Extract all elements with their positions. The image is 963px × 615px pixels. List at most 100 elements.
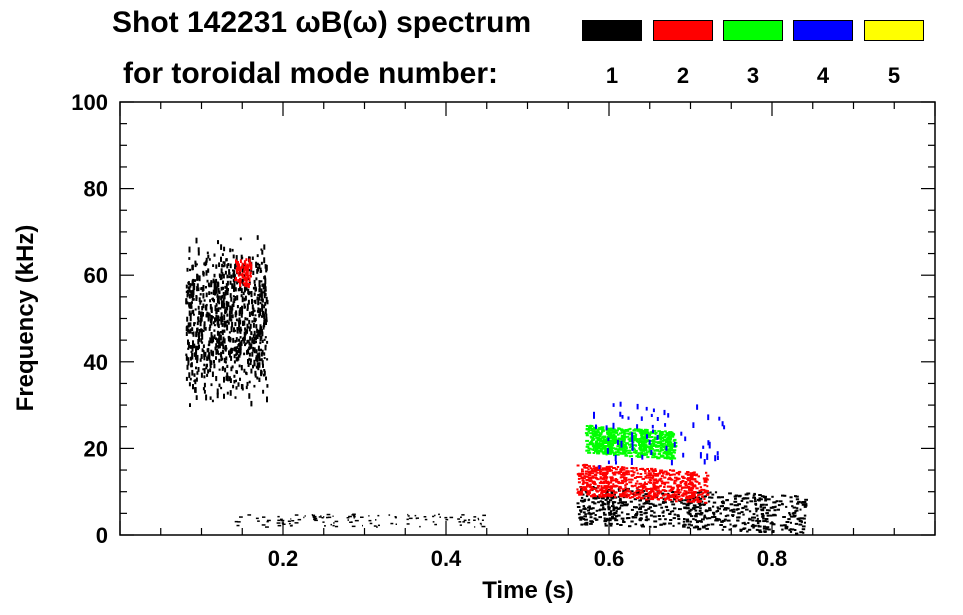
spectral-pixel-mode-2 <box>619 471 623 473</box>
spectral-pixel-mode-3 <box>588 427 592 429</box>
spectral-pixel-mode-1 <box>746 501 749 504</box>
spectral-pixel-mode-3 <box>620 431 625 434</box>
spectral-pixel-mode-1 <box>604 522 607 525</box>
spectral-pixel-mode-1 <box>407 515 410 517</box>
spectral-pixel-mode-1 <box>775 500 779 503</box>
spectral-pixel-mode-2 <box>665 473 669 476</box>
spectral-pixel-mode-3 <box>669 451 673 454</box>
spectral-pixel-mode-1 <box>196 283 199 288</box>
spectral-pixel-mode-3 <box>613 452 617 455</box>
spectral-pixel-mode-1 <box>277 515 280 518</box>
spectral-pixel-mode-3 <box>645 440 649 443</box>
spectral-pixel-mode-1 <box>232 272 235 276</box>
spectral-pixel-mode-1 <box>203 368 206 374</box>
spectral-pixel-mode-3 <box>643 452 646 455</box>
spectral-pixel-mode-1 <box>765 509 769 512</box>
spectral-pixel-mode-1 <box>795 495 799 498</box>
spectral-pixel-mode-2 <box>604 479 607 482</box>
spectral-pixel-mode-2 <box>239 281 242 284</box>
spectral-pixel-mode-1 <box>263 314 265 317</box>
spectral-pixel-mode-1 <box>226 324 229 331</box>
spectral-pixel-mode-2 <box>674 491 678 494</box>
spectral-pixel-mode-4 <box>703 459 706 465</box>
spectral-pixel-mode-2 <box>610 480 613 483</box>
spectral-pixel-mode-1 <box>220 320 223 325</box>
spectral-pixel-mode-1 <box>208 340 211 346</box>
spectral-pixel-mode-1 <box>682 502 686 505</box>
spectral-pixel-mode-1 <box>197 251 200 256</box>
spectral-pixel-mode-1 <box>603 519 608 522</box>
spectral-pixel-mode-1 <box>652 515 657 518</box>
spectral-pixel-mode-3 <box>605 441 609 444</box>
spectral-pixel-mode-1 <box>218 273 221 277</box>
spectral-pixel-mode-2 <box>659 471 662 473</box>
spectral-pixel-mode-2 <box>678 495 681 498</box>
spectral-pixel-mode-2 <box>700 488 703 491</box>
spectral-pixel-mode-1 <box>187 357 190 362</box>
spectral-pixel-mode-3 <box>614 451 619 454</box>
spectral-pixel-mode-1 <box>225 310 228 313</box>
spectral-pixel-mode-1 <box>225 283 228 289</box>
spectral-pixel-mode-3 <box>668 433 673 436</box>
spectral-pixel-mode-1 <box>672 517 676 520</box>
spectral-pixel-mode-2 <box>605 465 610 468</box>
spectral-pixel-mode-1 <box>200 300 203 303</box>
spectral-pixel-mode-2 <box>648 470 651 472</box>
spectral-pixel-mode-2 <box>673 482 677 485</box>
spectral-pixel-mode-3 <box>592 446 596 449</box>
spectral-pixel-mode-1 <box>224 367 227 373</box>
spectral-pixel-mode-1 <box>737 516 741 519</box>
spectral-pixel-mode-1 <box>263 289 266 296</box>
spectral-pixel-mode-1 <box>257 345 260 351</box>
spectral-pixel-mode-4 <box>606 448 609 454</box>
spectral-pixel-mode-3 <box>589 447 592 450</box>
spectral-pixel-mode-1 <box>686 526 691 529</box>
spectral-pixel-mode-1 <box>247 514 252 516</box>
spectral-pixel-mode-1 <box>757 524 760 527</box>
spectral-pixel-mode-1 <box>683 518 686 520</box>
spectral-pixel-mode-1 <box>215 308 218 315</box>
spectral-pixel-mode-2 <box>702 488 706 491</box>
spectral-pixel-mode-3 <box>669 445 673 448</box>
spectral-pixel-mode-1 <box>757 507 760 510</box>
spectral-pixel-mode-1 <box>258 356 261 362</box>
spectral-pixel-mode-1 <box>259 308 262 312</box>
spectral-pixel-mode-2 <box>625 483 628 486</box>
spectral-pixel-mode-4 <box>702 445 705 449</box>
spectral-pixel-mode-1 <box>294 522 299 524</box>
spectral-pixel-mode-1 <box>734 497 737 500</box>
spectral-pixel-mode-1 <box>192 285 195 290</box>
spectral-pixel-mode-1 <box>639 511 643 513</box>
spectral-pixel-mode-2 <box>581 486 586 489</box>
spectral-pixel-mode-3 <box>603 445 607 448</box>
spectral-pixel-mode-1 <box>795 498 800 501</box>
spectral-pixel-mode-1 <box>257 329 260 335</box>
spectral-pixel-mode-3 <box>624 451 627 454</box>
spectral-pixel-mode-1 <box>291 520 295 522</box>
spectral-pixel-mode-1 <box>242 336 245 342</box>
spectral-pixel-mode-3 <box>634 433 638 436</box>
spectral-pixel-mode-3 <box>668 436 672 439</box>
spectral-pixel-mode-1 <box>710 516 714 519</box>
spectral-pixel-mode-1 <box>187 347 190 350</box>
spectral-pixel-mode-1 <box>712 505 715 508</box>
spectral-pixel-mode-1 <box>620 511 624 514</box>
spectral-pixel-mode-1 <box>770 506 775 509</box>
spectral-pixel-mode-2 <box>641 477 645 480</box>
spectral-pixel-mode-4 <box>631 444 634 451</box>
spectral-pixel-mode-1 <box>695 506 700 509</box>
spectral-pixel-mode-2 <box>245 277 247 281</box>
spectral-pixel-mode-1 <box>719 512 722 515</box>
spectral-pixel-mode-2 <box>647 494 651 496</box>
spectral-pixel-mode-2 <box>655 489 658 492</box>
spectral-pixel-mode-1 <box>246 323 249 329</box>
spectral-pixel-mode-3 <box>652 452 657 455</box>
legend-label-1: 1 <box>605 63 619 88</box>
spectral-pixel-mode-1 <box>760 495 765 498</box>
spectral-pixel-mode-2 <box>650 487 654 490</box>
spectral-pixel-mode-3 <box>610 436 615 439</box>
spectral-pixel-mode-2 <box>585 470 589 473</box>
spectral-pixel-mode-1 <box>210 332 213 337</box>
spectral-pixel-mode-1 <box>221 340 224 347</box>
spectral-pixel-mode-1 <box>756 522 760 525</box>
